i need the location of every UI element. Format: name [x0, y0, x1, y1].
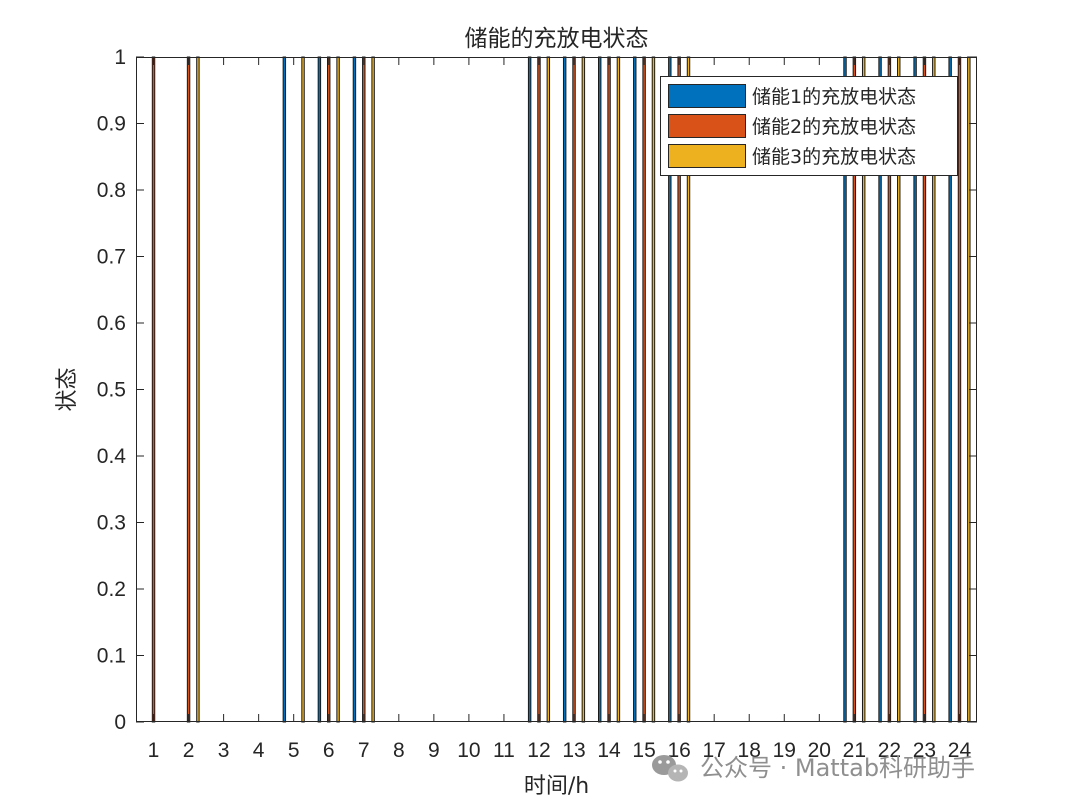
- bar-series-3-hour-12: [546, 56, 551, 723]
- bar-series-1-hour-7: [352, 56, 357, 723]
- x-tick-label: 18: [738, 739, 761, 762]
- x-axis-title: 时间/h: [524, 774, 589, 799]
- x-tick-label: 9: [428, 739, 440, 762]
- bar-series-2-hour-12: [537, 56, 541, 723]
- chart-title: 储能的充放电状态: [465, 26, 649, 52]
- x-tick-label: 14: [597, 739, 621, 762]
- y-tick-label: 0.3: [97, 512, 126, 535]
- x-tick-label: 7: [358, 739, 370, 762]
- y-tick-label: 0.7: [97, 246, 126, 269]
- y-tick-label: 0.4: [97, 445, 127, 468]
- x-tick-label: 20: [808, 739, 831, 762]
- watermark-text: 公众号 · Mattab科研助手: [700, 754, 975, 782]
- wechat-icon: [652, 755, 688, 782]
- x-tick-label: 15: [632, 739, 655, 762]
- legend: 储能1的充放电状态 储能2的充放电状态 储能3的充放电状态: [660, 76, 958, 176]
- bar-series-1-hour-13: [562, 56, 567, 723]
- x-tick-label: 24: [948, 739, 972, 762]
- bar-series-1-hour-5: [282, 56, 287, 723]
- bar-series-1-hour-14: [598, 56, 602, 723]
- y-tick-label: 0.5: [97, 379, 126, 402]
- watermark: 公众号 · Mattab科研助手: [652, 754, 975, 782]
- bar-series-1-hour-6: [317, 56, 322, 723]
- bar-series-3-hour-5: [301, 56, 305, 723]
- y-axis-title: 状态: [55, 367, 80, 411]
- bar-series-3-hour-7: [371, 56, 375, 723]
- bar-series-2-hour-14: [607, 56, 611, 723]
- x-tick-label: 3: [218, 739, 230, 762]
- bar-series-2-hour-7: [362, 56, 366, 723]
- bar-series-3-hour-15: [651, 56, 656, 723]
- x-tick-label: 16: [667, 739, 690, 762]
- x-tick-label: 4: [253, 739, 265, 762]
- y-tick-label: 1: [114, 46, 126, 69]
- bar-series-2-hour-6: [327, 56, 331, 723]
- x-tick-label: 2: [183, 739, 195, 762]
- bar-series-3-hour-13: [581, 56, 586, 723]
- x-tick-label: 19: [773, 739, 796, 762]
- bar-series-1-hour-15: [633, 56, 637, 723]
- x-tick-label: 17: [703, 739, 726, 762]
- bar-series-2-hour-24: [957, 56, 962, 723]
- bar-series-2-hour-2: [186, 56, 191, 723]
- legend-swatch-series-2: [668, 114, 746, 138]
- y-tick-label: 0: [114, 711, 126, 734]
- bar-series-3-hour-6: [336, 56, 340, 723]
- bar-series-2-hour-15: [642, 56, 646, 723]
- x-tick-label: 5: [288, 739, 300, 762]
- y-tick-label: 0.6: [97, 312, 126, 335]
- x-tick-label: 13: [562, 739, 585, 762]
- x-tick-label: 21: [843, 739, 866, 762]
- legend-label-series-1: 储能1的充放电状态: [752, 86, 916, 108]
- bar-series-2-hour-1: [151, 56, 156, 723]
- x-tick-label: 6: [323, 739, 335, 762]
- x-tick-label: 11: [493, 739, 515, 762]
- legend-label-series-3: 储能3的充放电状态: [752, 146, 916, 168]
- legend-swatch-series-1: [668, 84, 746, 108]
- bar-series-3-hour-2: [196, 56, 200, 723]
- y-tick-label: 0.8: [97, 179, 126, 202]
- x-tick-label: 10: [457, 739, 480, 762]
- legend-swatch-series-3: [668, 144, 746, 168]
- x-tick-label: 8: [393, 739, 405, 762]
- bar-series-1-hour-12: [527, 56, 532, 723]
- bar-series-2-hour-13: [572, 56, 576, 723]
- ticks-layer: 00.10.20.30.40.50.60.70.80.911 2 3 4 5 6 7 8 9 10…: [97, 46, 977, 762]
- y-tick-label: 0.2: [97, 578, 126, 601]
- y-tick-label: 0.1: [97, 645, 126, 668]
- x-tick-label: 23: [913, 739, 936, 762]
- x-tick-label: 1: [148, 739, 160, 762]
- bar-series-3-hour-14: [616, 56, 621, 723]
- y-tick-label: 0.9: [97, 113, 126, 136]
- x-tick-label: 22: [878, 739, 901, 762]
- x-tick-label: 12: [527, 739, 550, 762]
- legend-label-series-2: 储能2的充放电状态: [752, 116, 916, 138]
